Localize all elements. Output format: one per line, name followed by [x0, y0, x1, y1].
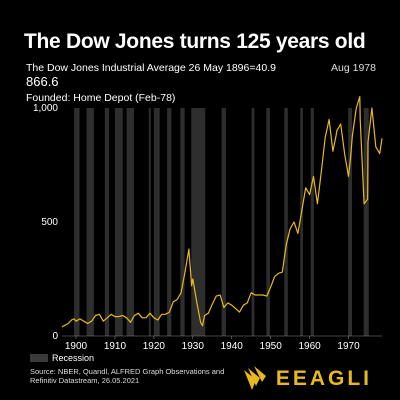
y-tick-label: 0: [52, 331, 58, 342]
current-value-label: 866.6: [26, 74, 59, 89]
x-tick-label: 1910: [104, 341, 127, 352]
eagle-logo-icon: [243, 366, 266, 390]
recession-band: [180, 108, 185, 336]
recession-band: [300, 108, 303, 336]
legend-label-recession: Recession: [52, 353, 95, 363]
source-note: Source: NBER, Quandl, ALFRED Graph Obser…: [30, 367, 225, 385]
recession-band: [74, 108, 80, 336]
current-date-label: Aug 1978: [331, 62, 376, 74]
recession-band: [191, 108, 206, 336]
page-title: The Dow Jones turns 125 years old: [24, 30, 366, 53]
recession-band: [126, 108, 135, 336]
x-tick-label: 1950: [260, 341, 283, 352]
x-tick-label: 1920: [143, 341, 166, 352]
recession-swatch: [30, 354, 48, 362]
recession-band: [148, 108, 151, 336]
brand-name: EEAGLI: [275, 367, 372, 390]
legend: Recession: [30, 353, 94, 363]
recession-band: [266, 108, 270, 336]
recession-band: [153, 108, 160, 336]
brand-logo: EEAGLI: [242, 366, 372, 392]
recession-band: [348, 108, 353, 336]
recession-band: [114, 108, 123, 336]
event-label: Founded: Home Depot (Feb-78): [26, 92, 176, 104]
recession-band: [104, 108, 110, 336]
series-line-dow-jones: [61, 96, 383, 328]
x-tick-label: 1960: [298, 341, 321, 352]
recession-band: [284, 108, 288, 336]
recession-band: [310, 108, 314, 336]
y-tick-label: 1,000: [33, 103, 58, 114]
x-tick-label: 1970: [337, 341, 360, 352]
recession-band: [167, 108, 172, 336]
recession-band: [251, 108, 255, 336]
x-tick-label: 1940: [221, 341, 244, 352]
recession-band: [363, 108, 369, 336]
x-tick-label: 1930: [182, 341, 205, 352]
recession-band: [221, 108, 226, 336]
recession-band: [86, 108, 94, 336]
chart-subtitle: The Dow Jones Industrial Average 26 May …: [26, 62, 276, 74]
y-tick-label: 500: [41, 217, 58, 228]
x-tick-label: 1900: [65, 341, 88, 352]
